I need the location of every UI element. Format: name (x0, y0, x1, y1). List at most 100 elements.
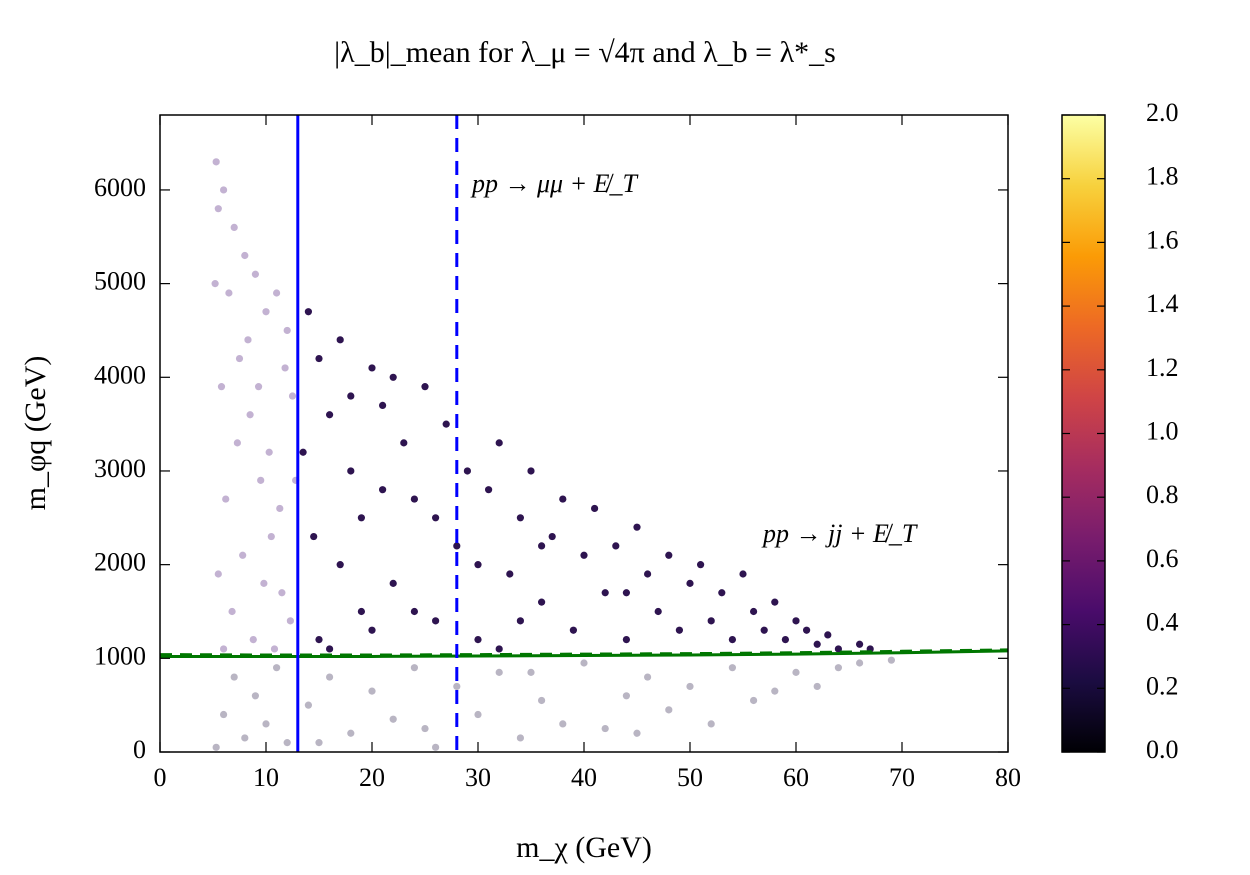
colorbar-tick-label: 0.0 (1146, 735, 1179, 764)
point (474, 710, 482, 719)
point (225, 289, 233, 297)
point (516, 514, 525, 522)
point (249, 635, 257, 644)
point (212, 743, 220, 751)
point (421, 383, 429, 391)
point (260, 579, 268, 587)
point (389, 715, 397, 723)
point (410, 495, 418, 503)
point (728, 635, 737, 644)
point (281, 364, 289, 372)
point (241, 734, 249, 742)
point (222, 495, 230, 503)
colorbar-tick-label: 1.0 (1146, 416, 1179, 445)
annotation: pp → jj + E̸_T (761, 519, 918, 548)
point-group (212, 656, 896, 751)
y-tick-label: 5000 (94, 267, 146, 296)
point (485, 486, 493, 494)
point (569, 626, 578, 634)
colorbar-tick-label: 1.2 (1146, 353, 1179, 382)
point (665, 706, 673, 714)
point (241, 251, 249, 260)
point (771, 598, 779, 606)
point (262, 308, 270, 316)
point (368, 687, 376, 695)
point (495, 645, 503, 653)
point (288, 392, 297, 400)
point (707, 720, 715, 728)
y-tick-label: 6000 (94, 173, 146, 202)
y-tick-label: 2000 (94, 548, 146, 577)
point (750, 696, 758, 705)
point (389, 373, 397, 381)
point (654, 607, 662, 616)
point (262, 720, 270, 728)
x-tick-label: 60 (783, 763, 809, 792)
point (739, 570, 747, 578)
point (432, 514, 440, 522)
point (453, 682, 461, 691)
point (453, 542, 461, 550)
point (728, 664, 737, 672)
point (792, 617, 800, 625)
point (220, 186, 228, 194)
point (310, 532, 318, 541)
point (336, 336, 344, 344)
point-group (299, 308, 874, 653)
point (474, 561, 482, 569)
y-tick-label: 3000 (94, 454, 146, 483)
point (601, 724, 609, 733)
point (686, 682, 694, 691)
point (527, 467, 535, 475)
x-tick-label: 80 (995, 763, 1021, 792)
point (251, 692, 259, 700)
point (495, 439, 503, 447)
y-tick-label: 0 (133, 735, 146, 764)
point (315, 635, 323, 644)
point (516, 734, 525, 742)
point (792, 668, 800, 676)
point-group (211, 158, 300, 653)
colorbar-tick-label: 0.2 (1146, 671, 1179, 700)
point (400, 439, 408, 447)
point (410, 664, 418, 672)
point (257, 476, 265, 484)
point (781, 635, 790, 644)
point (474, 635, 482, 644)
point (612, 542, 620, 550)
point (771, 687, 779, 695)
point (214, 570, 222, 578)
point (856, 659, 864, 667)
colorbar-tick-label: 0.8 (1146, 480, 1179, 509)
point (442, 420, 450, 428)
point (239, 551, 247, 559)
point (267, 532, 275, 541)
point (304, 308, 312, 316)
point (220, 710, 228, 719)
point (389, 579, 397, 587)
point (675, 626, 684, 634)
point (368, 626, 376, 634)
point (601, 589, 609, 597)
point (304, 701, 312, 709)
point (299, 448, 307, 456)
point (644, 570, 652, 578)
y-tick-label: 4000 (94, 360, 146, 389)
x-tick-label: 70 (889, 763, 915, 792)
point (516, 617, 525, 625)
point (347, 392, 355, 400)
point (212, 158, 220, 166)
point (326, 411, 334, 419)
point (824, 631, 832, 639)
point (887, 656, 896, 664)
chart-title: |λ_b|_mean for λ_μ = √4π and λ_b = λ*_s (334, 36, 836, 69)
point (379, 401, 387, 409)
point (633, 523, 641, 531)
point (283, 739, 291, 747)
point (326, 673, 334, 681)
point (527, 668, 535, 676)
x-tick-label: 0 (154, 763, 167, 792)
point (315, 354, 323, 363)
point (278, 589, 286, 597)
